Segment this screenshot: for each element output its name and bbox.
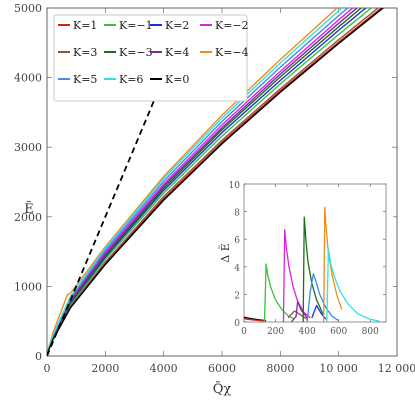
- main-y-axis-title: Ẽ: [24, 201, 34, 217]
- main-y-tick-label: 4000: [14, 72, 42, 85]
- inset-series-k-1: [244, 317, 267, 322]
- main-x-tick-label: 0: [44, 362, 51, 375]
- inset-series-k-neg-1: [263, 263, 295, 322]
- inset-y-tick-label: 4: [234, 264, 240, 274]
- inset-series-k-neg-3: [302, 216, 324, 322]
- legend-label-k-5: K=5: [73, 73, 97, 86]
- legend-label-k-1: K=1: [73, 19, 97, 32]
- inset-y-tick-label: 10: [229, 181, 241, 191]
- legend-box: [53, 14, 248, 102]
- main-series-k-6: [47, 8, 343, 356]
- inset-x-tick-label: 600: [330, 327, 347, 337]
- inset-series-k-5: [306, 273, 340, 322]
- inset-x-tick-label: 200: [267, 327, 284, 337]
- main-plot: 0 2000 4000 6000 8000 10 000 12 00001000200030…: [14, 2, 415, 397]
- legend-label-k-4: K=4: [165, 46, 189, 59]
- legend: K=1 K=−1 K=2 K=−2 K=3 K=−3 K=4 K=−4 K=5 K=6 K=0: [53, 14, 249, 102]
- main-x-tick-label: 2000: [91, 362, 119, 375]
- inset-frame: [243, 183, 387, 323]
- legend-label-k-0: K=0: [165, 73, 189, 86]
- main-y-tick-label: 1000: [14, 280, 42, 293]
- legend-label-k-neg-3: K=−3: [119, 46, 153, 59]
- inset-lines: [244, 206, 380, 322]
- main-x-tick-label: 12 000: [378, 362, 415, 375]
- legend-label-k-neg-1: K=−1: [119, 19, 153, 32]
- inset-x-tick-label: 400: [299, 327, 316, 337]
- legend-label-k-6: K=6: [119, 73, 143, 86]
- inset-y-tick-label: 0: [234, 319, 240, 329]
- legend-label-k-3: K=3: [73, 46, 97, 59]
- inset-series-k-6: [326, 248, 380, 322]
- main-x-tick-label: 4000: [150, 362, 178, 375]
- inset-series-k-3: [287, 310, 308, 320]
- legend-label-k-neg-2: K=−2: [215, 19, 249, 32]
- legend-label-k-2: K=2: [165, 19, 189, 32]
- inset-y-tick-label: 2: [234, 291, 240, 301]
- main-x-axis-title: Q̃χ: [213, 381, 232, 397]
- main-lines: [47, 8, 385, 356]
- legend-items: K=1 K=−1 K=2 K=−2 K=3 K=−3 K=4 K=−4 K=5 K=6 K=0: [58, 19, 249, 86]
- inset-ticks: 0 200 400 600 800 0 2 4 6 8 10: [229, 181, 386, 337]
- main-x-tick-label: 6000: [208, 362, 236, 375]
- inset-y-tick-label: 8: [234, 209, 240, 219]
- inset-y-tick-label: 6: [234, 236, 240, 246]
- inset-plot: 0 200 400 600 800 0 2 4 6 8 10 Δ Ẽ: [217, 176, 393, 341]
- legend-label-k-neg-4: K=−4: [215, 46, 249, 59]
- main-ticks: 0 2000 4000 6000 8000 10 000 12 00001000200030…: [14, 2, 415, 375]
- main-y-tick-label: 5000: [14, 2, 42, 15]
- main-x-tick-label: 8000: [266, 362, 294, 375]
- inset-background: [217, 176, 393, 341]
- inset-x-tick-label: 800: [362, 327, 379, 337]
- main-x-tick-label: 10 000: [319, 362, 358, 375]
- main-y-tick-label: 3000: [14, 141, 42, 154]
- inset-x-tick-label: 0: [241, 327, 247, 337]
- main-dashed-line: [47, 77, 165, 356]
- main-y-tick-label: 2000: [14, 211, 42, 224]
- main-y-tick-label: 0: [35, 350, 42, 363]
- inset-y-axis-title: Δ Ẽ: [218, 243, 232, 262]
